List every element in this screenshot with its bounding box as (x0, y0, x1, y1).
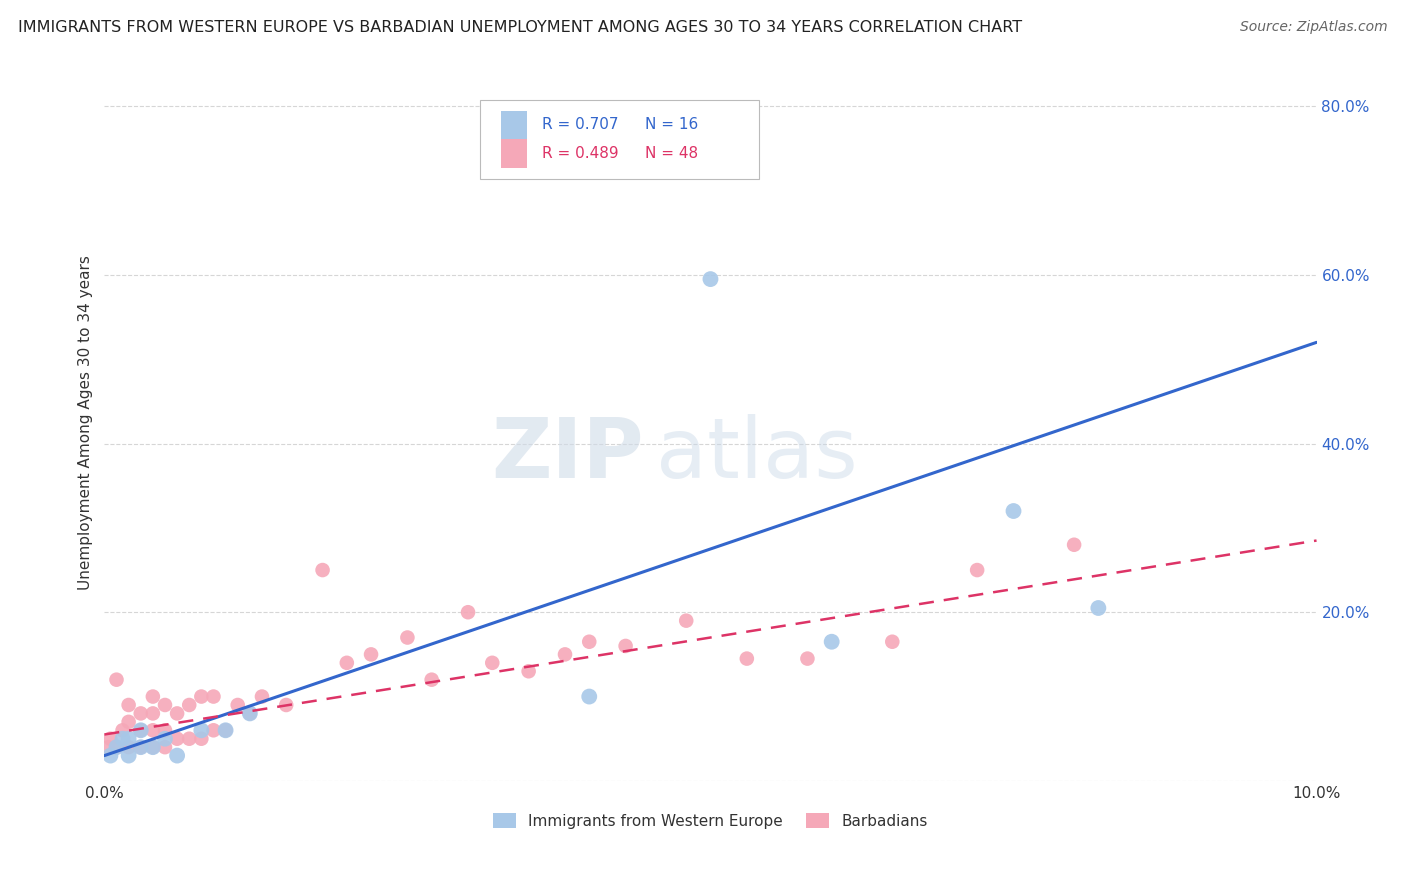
Point (166, 706, 188, 721)
Point (821, 634, 844, 648)
Point (735, 651, 758, 665)
Point (190, 690, 212, 704)
Point (111, 731, 134, 746)
Point (578, 690, 600, 704)
Point (179, 731, 201, 746)
Point (1087, 601, 1109, 615)
Text: Source: ZipAtlas.com: Source: ZipAtlas.com (1240, 20, 1388, 34)
Point (100, 748, 122, 763)
Point (117, 698, 139, 712)
Text: N = 48: N = 48 (645, 146, 699, 161)
Point (105, 673, 128, 687)
Point (179, 698, 201, 712)
Point (239, 706, 262, 721)
FancyBboxPatch shape (501, 111, 527, 139)
Point (311, 563, 333, 577)
Point (111, 723, 134, 738)
Point (517, 665, 540, 679)
Legend: Immigrants from Western Europe, Barbadians: Immigrants from Western Europe, Barbadia… (488, 806, 934, 835)
Text: N = 16: N = 16 (645, 118, 699, 133)
Point (276, 698, 298, 712)
Point (457, 605, 479, 619)
Point (360, 648, 382, 662)
Text: IMMIGRANTS FROM WESTERN EUROPE VS BARBADIAN UNEMPLOYMENT AMONG AGES 30 TO 34 YEA: IMMIGRANTS FROM WESTERN EUROPE VS BARBAD… (18, 20, 1022, 35)
Point (100, 731, 122, 746)
Text: R = 0.707: R = 0.707 (541, 118, 619, 133)
Point (153, 723, 176, 738)
Point (105, 740, 128, 755)
Point (142, 690, 165, 704)
Point (153, 698, 176, 712)
FancyBboxPatch shape (481, 100, 759, 178)
Point (554, 648, 576, 662)
Point (117, 740, 139, 755)
Point (202, 723, 225, 738)
Point (420, 673, 443, 687)
Point (796, 651, 818, 665)
Point (336, 656, 359, 670)
Point (166, 748, 188, 763)
Point (129, 723, 152, 738)
Point (190, 731, 212, 746)
Point (239, 706, 262, 721)
Point (129, 740, 152, 755)
Point (966, 563, 988, 577)
Point (614, 639, 637, 653)
Point (153, 740, 176, 755)
Point (105, 740, 128, 755)
Point (142, 706, 165, 721)
Point (129, 706, 152, 721)
FancyBboxPatch shape (501, 139, 527, 168)
Point (250, 690, 273, 704)
Point (699, 272, 721, 286)
Point (142, 740, 165, 755)
Point (117, 714, 139, 729)
Point (117, 748, 139, 763)
Point (166, 731, 188, 746)
Point (142, 723, 165, 738)
Point (675, 614, 697, 628)
Point (153, 731, 176, 746)
Point (142, 740, 165, 755)
Point (481, 656, 503, 670)
Point (396, 631, 419, 645)
Point (117, 731, 139, 746)
Y-axis label: Unemployment Among Ages 30 to 34 years: Unemployment Among Ages 30 to 34 years (79, 255, 93, 590)
Point (190, 723, 212, 738)
Point (129, 740, 152, 755)
Point (97, 740, 120, 755)
Point (1063, 538, 1085, 552)
Point (214, 723, 236, 738)
Point (202, 690, 225, 704)
Point (214, 723, 236, 738)
Point (882, 634, 904, 648)
Point (129, 723, 152, 738)
Text: atlas: atlas (657, 414, 858, 495)
Point (226, 698, 249, 712)
Text: R = 0.489: R = 0.489 (541, 146, 619, 161)
Text: ZIP: ZIP (491, 414, 644, 495)
Point (578, 634, 600, 648)
Point (1002, 504, 1025, 518)
